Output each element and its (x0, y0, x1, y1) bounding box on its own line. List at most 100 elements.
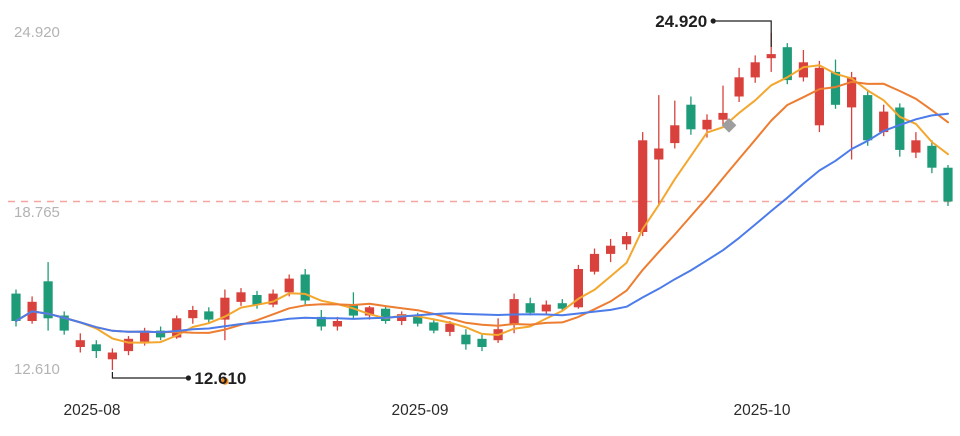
ma20-line (15, 112, 949, 334)
candle[interactable] (27, 296, 37, 324)
candle-body (220, 297, 230, 320)
candle-body (734, 77, 744, 97)
candle[interactable] (943, 165, 953, 206)
candle[interactable] (188, 305, 198, 324)
candle[interactable] (606, 238, 616, 263)
candle[interactable] (156, 326, 166, 341)
candle[interactable] (300, 269, 310, 306)
candle[interactable] (220, 289, 230, 341)
candle[interactable] (91, 340, 101, 358)
candle-body (782, 47, 792, 81)
candle[interactable] (814, 60, 824, 133)
candle-body (172, 318, 182, 338)
candle-body (589, 253, 600, 272)
candle-body (541, 304, 551, 312)
candle-body (268, 293, 278, 305)
ma5-line (15, 64, 949, 344)
candle-body (11, 293, 21, 321)
candle[interactable] (718, 85, 728, 126)
candle-body (509, 299, 519, 324)
candle-body (156, 330, 166, 338)
diamond-marker (721, 117, 737, 133)
candle[interactable] (638, 132, 648, 237)
candle[interactable] (734, 67, 744, 102)
candle-body (702, 119, 712, 130)
candle-body (814, 67, 824, 126)
candle[interactable] (236, 288, 246, 306)
candle[interactable] (509, 293, 519, 334)
candle-body (686, 104, 696, 130)
candle[interactable] (75, 333, 85, 353)
candle[interactable] (654, 95, 664, 206)
candle-body (284, 278, 294, 293)
candle-body (911, 140, 921, 153)
candle-body (43, 281, 53, 319)
candle-body (413, 315, 423, 324)
candle[interactable] (477, 334, 487, 352)
candle[interactable] (59, 311, 69, 335)
candle[interactable] (204, 307, 214, 324)
candle[interactable] (461, 329, 471, 350)
y-axis-label-current: 18.765 (14, 204, 60, 221)
candle[interactable] (525, 297, 535, 316)
candle[interactable] (429, 319, 439, 334)
candle-body (461, 334, 471, 345)
candle[interactable] (863, 91, 873, 146)
candle[interactable] (541, 300, 551, 315)
candle-body (381, 308, 391, 321)
candle-body (622, 236, 632, 245)
candle-body (123, 338, 134, 352)
signal-dot-marker (221, 377, 229, 385)
candle[interactable] (316, 310, 326, 331)
candle-body (670, 125, 680, 144)
candle-body (477, 338, 487, 347)
candle-body (943, 167, 953, 202)
min-annotation-dot (185, 375, 191, 381)
candle[interactable] (927, 140, 937, 174)
candle-body (606, 245, 616, 254)
x-axis-label-oct: 2025-10 (733, 402, 791, 419)
candle[interactable] (493, 318, 503, 343)
candle[interactable] (589, 248, 600, 275)
min-annotation-line (111, 372, 189, 379)
candle-body (718, 112, 728, 120)
candle-body (107, 352, 117, 360)
max-annotation-dot (710, 18, 716, 24)
y-axis-label-max: 24.920 (14, 24, 60, 41)
candle-body (59, 315, 69, 331)
max-annotation-label: 24.920 (655, 12, 707, 31)
candle[interactable] (381, 305, 391, 324)
y-axis-label-min: 12.610 (14, 361, 60, 378)
candle[interactable] (43, 262, 53, 331)
candle-body (236, 292, 246, 302)
candle-body (429, 322, 439, 331)
candle-body (332, 321, 342, 327)
min-annotation-label: 12.610 (194, 369, 246, 388)
candle[interactable] (847, 71, 857, 160)
candle-body (895, 107, 905, 150)
candle-body (188, 310, 198, 319)
candle[interactable] (397, 311, 407, 326)
candle-body (638, 140, 648, 232)
candle-body (252, 295, 262, 305)
candle[interactable] (830, 59, 841, 109)
candle-body (557, 303, 567, 309)
candle[interactable] (895, 103, 905, 157)
candle[interactable] (670, 100, 680, 149)
candle[interactable] (268, 289, 278, 308)
candle[interactable] (750, 55, 760, 83)
candle[interactable] (557, 299, 567, 312)
candle-body (766, 54, 776, 59)
candle-body (91, 344, 101, 352)
candle[interactable] (123, 336, 134, 356)
candle-body (316, 316, 326, 327)
candle[interactable] (911, 132, 921, 159)
candle[interactable] (573, 264, 583, 309)
candle-body (140, 330, 150, 342)
candle-body (847, 77, 857, 108)
candle[interactable] (798, 50, 808, 82)
candle[interactable] (622, 232, 632, 250)
candle[interactable] (686, 96, 696, 135)
candle[interactable] (107, 348, 117, 370)
